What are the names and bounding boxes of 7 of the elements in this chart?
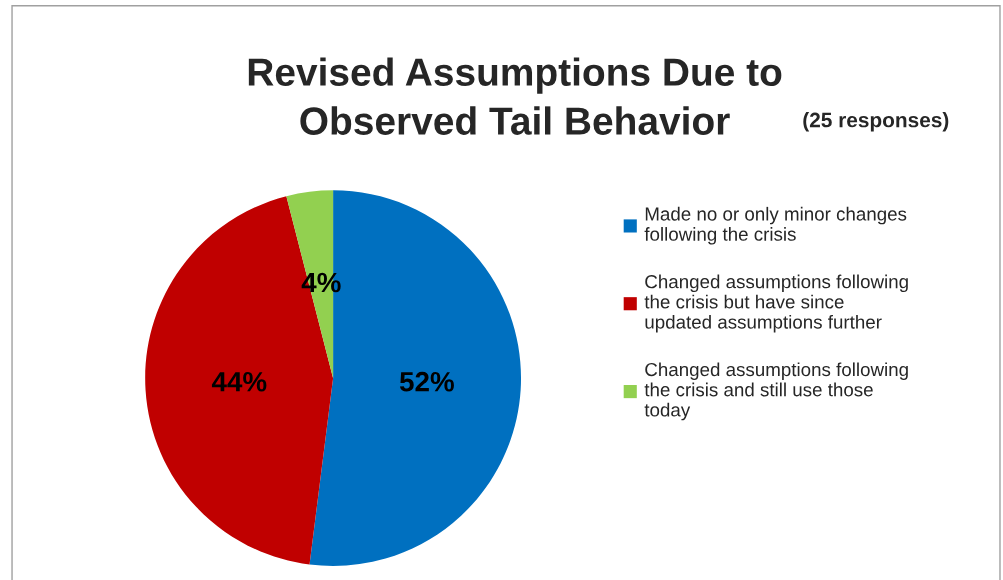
legend-label: Changed assumptions following the crisis but have since updated assumptions further (644, 274, 908, 333)
chart-subtitle: (25 responses) (803, 112, 949, 132)
legend-label: Changed assumptions following the crisis and still use those today (644, 362, 908, 421)
data-label: 44% (211, 371, 267, 392)
legend-label: Made no or only minor changes following the crisis (644, 206, 907, 245)
data-label: 52% (399, 371, 454, 392)
chart-title: Revised Assumptions Due to Observed Tail Behavior (248, 57, 782, 135)
